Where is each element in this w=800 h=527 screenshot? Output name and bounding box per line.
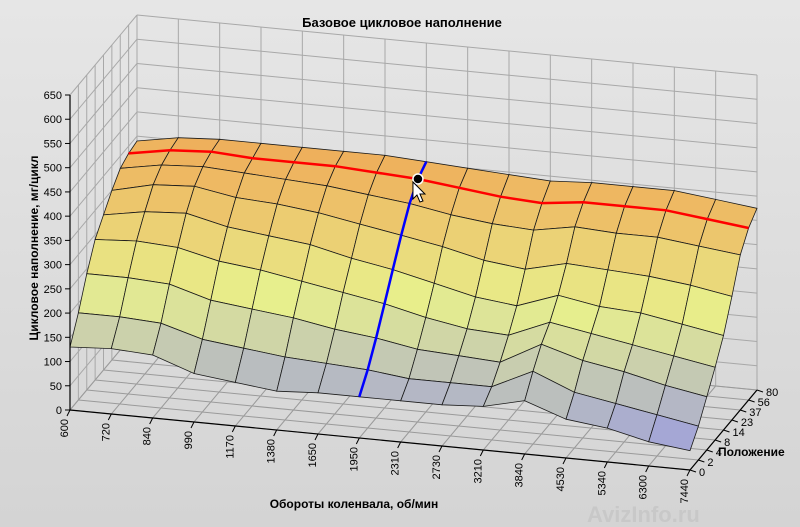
surface-cell (441, 382, 493, 407)
rpm-tick-label: 7440 (679, 479, 691, 503)
position-tick-label: 2 (707, 457, 713, 469)
back-wall-gridline (136, 87, 758, 149)
x-axis-label: Обороты коленвала, об/мин (270, 497, 439, 511)
rpm-tick-label: 720 (100, 423, 112, 441)
rpm-tick-mark (603, 461, 608, 469)
position-tick-label: 80 (766, 387, 778, 399)
z-tick-label: 0 (56, 405, 62, 417)
position-tick-mark (698, 459, 705, 463)
rpm-tick-mark (438, 445, 443, 453)
highlight-row-line (128, 148, 749, 230)
rpm-tick-label: 990 (183, 431, 195, 449)
position-tick-mark (740, 409, 747, 413)
position-tick-label: 4 (716, 447, 722, 459)
z-tick-label: 650 (44, 90, 62, 102)
z-tick-label: 350 (44, 235, 62, 247)
z-tick-label: 50 (50, 381, 62, 393)
surface-cell (69, 312, 121, 350)
back-wall-gridline (136, 38, 758, 100)
position-tick-mark (689, 469, 697, 473)
rpm-tick-label: 2730 (431, 455, 443, 479)
z-tick-label: 400 (44, 211, 62, 223)
z-tick-label: 500 (44, 163, 62, 175)
surface-cell (615, 205, 667, 238)
z-tick-label: 600 (44, 114, 62, 126)
watermark: AvizInfo.ru (587, 502, 700, 527)
position-tick-label: 14 (733, 427, 745, 439)
surface-cell (144, 184, 196, 214)
position-tick-label: 23 (741, 417, 753, 429)
floor-gridline (86, 389, 707, 451)
position-tick-label: 8 (724, 437, 730, 449)
rpm-tick-mark (66, 409, 71, 417)
rpm-tick-mark (231, 425, 236, 433)
rpm-tick-mark (397, 441, 402, 449)
z-tick-label: 250 (44, 284, 62, 296)
surface-cell (648, 414, 699, 452)
rpm-tick-label: 5340 (596, 471, 608, 495)
floor-gridline (78, 399, 699, 461)
z-tick-label: 100 (44, 357, 62, 369)
rpm-tick-mark (314, 433, 319, 441)
rpm-tick-mark (686, 469, 691, 477)
rpm-tick-mark (479, 449, 484, 457)
z-tick-label: 200 (44, 308, 62, 320)
rpm-tick-label: 1380 (266, 439, 278, 463)
rpm-tick-label: 3840 (514, 463, 526, 487)
y-axis-label: Положение (718, 445, 785, 459)
surface-cell (276, 356, 327, 394)
position-tick-mark (723, 429, 730, 433)
surface-cell (77, 273, 129, 318)
surface-cell (607, 232, 659, 277)
back-wall-gridline (136, 111, 758, 173)
rpm-tick-label: 600 (59, 419, 71, 437)
z-axis-label: Цикловое наполнение, мг/цикл (27, 155, 41, 340)
rpm-tick-label: 1950 (348, 447, 360, 471)
z-tick-label: 150 (44, 332, 62, 344)
position-tick-mark (714, 439, 722, 443)
rpm-tick-mark (107, 413, 112, 421)
z-tick-label: 550 (44, 138, 62, 150)
rpm-tick-mark (273, 429, 278, 437)
position-tick-label: 56 (758, 397, 770, 409)
position-tick-label: 37 (749, 407, 761, 419)
rpm-tick-label: 1650 (307, 443, 319, 467)
selected-point-marker (412, 173, 424, 185)
tick-labels: 0 50 100 150 200 250 300 350 400 450 500 550 600 650 6… (44, 90, 779, 503)
surface-cell (110, 316, 162, 356)
mouse-cursor[interactable] (412, 180, 427, 203)
rpm-tick-label: 6300 (638, 475, 650, 499)
surface-cell (127, 240, 179, 285)
position-tick-mark (706, 449, 713, 453)
rpm-tick-mark (645, 465, 650, 473)
z-tick-label: 450 (44, 187, 62, 199)
z-tick-label: 300 (44, 260, 62, 272)
position-tick-mark (731, 419, 739, 423)
rpm-tick-mark (149, 417, 154, 425)
rpm-axis-line (69, 409, 691, 471)
rpm-tick-label: 1170 (224, 435, 236, 459)
rpm-tick-mark (190, 421, 195, 429)
cursor-arrow-icon (412, 180, 427, 203)
rpm-tick-label: 2310 (390, 451, 402, 475)
axes (65, 94, 764, 477)
chart-title: Базовое цикловое наполнение (302, 15, 502, 30)
back-wall-gridline (136, 14, 758, 76)
surface-cell (408, 348, 460, 384)
rpm-tick-mark (562, 457, 567, 465)
rpm-tick-mark (355, 437, 360, 445)
surface-cell (566, 226, 617, 271)
rpm-tick-label: 840 (142, 427, 154, 445)
rpm-tick-label: 3210 (472, 459, 484, 483)
surface-cell (119, 277, 170, 324)
position-tick-label: 0 (699, 467, 705, 479)
surface-cell (599, 269, 650, 314)
surface-cell (400, 378, 451, 406)
rpm-tick-label: 4530 (555, 467, 567, 491)
position-tick-mark (756, 389, 764, 393)
position-tick-mark (748, 399, 755, 403)
rpm-tick-mark (521, 453, 526, 461)
back-wall-gridline (136, 62, 758, 124)
